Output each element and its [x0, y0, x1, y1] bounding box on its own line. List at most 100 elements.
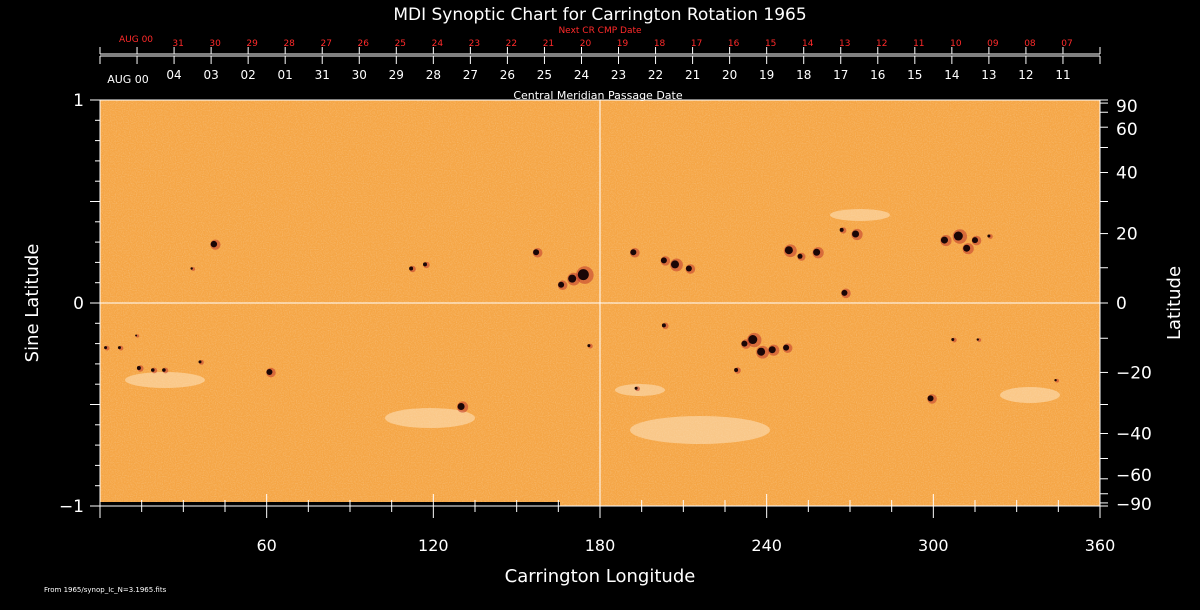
cmp-date: 28 — [426, 68, 441, 82]
sunspot — [852, 230, 860, 238]
sunspot — [660, 257, 667, 264]
y-right-tick-label: 20 — [1116, 225, 1138, 245]
cmp-date: 15 — [907, 68, 922, 82]
sunspot — [577, 269, 589, 281]
y-right-tick-label: 0 — [1116, 294, 1127, 314]
sunspot — [409, 266, 414, 271]
sunspot — [661, 323, 666, 328]
next-cr-month-label: AUG 00 — [119, 35, 153, 45]
y-axis-left: 1 0 −1 — [59, 91, 100, 517]
cmp-date: 01 — [278, 68, 293, 82]
bottom-data-gap — [100, 502, 560, 506]
x-tick-label: 60 — [256, 536, 276, 555]
cmp-date: 30 — [352, 68, 367, 82]
sunspot — [568, 274, 577, 283]
sunspot — [987, 234, 991, 238]
next-cr-date: 29 — [246, 39, 258, 49]
sunspot — [136, 365, 141, 370]
x-tick-label: 120 — [418, 536, 449, 555]
sunspot — [150, 368, 155, 372]
x-axis: 60 120 180 240 300 360 — [99, 494, 1116, 555]
sunspot — [972, 237, 978, 244]
sunspot — [671, 260, 679, 269]
sunspot — [457, 403, 465, 411]
cmp-date: 23 — [611, 68, 626, 82]
y-right-tick-label: 90 — [1116, 97, 1138, 117]
sunspot — [210, 240, 218, 248]
y-left-tick-label: 1 — [73, 91, 84, 111]
cmp-date: 24 — [574, 68, 589, 82]
chart-title: MDI Synoptic Chart for Carrington Rotati… — [393, 5, 806, 25]
next-cr-date: 20 — [580, 39, 592, 49]
cmp-date: 21 — [685, 68, 700, 82]
next-cr-date: 24 — [432, 39, 444, 49]
sunspot — [198, 360, 202, 364]
sunspot — [558, 281, 565, 288]
sunspot — [190, 267, 193, 270]
x-tick-label: 360 — [1085, 536, 1116, 555]
y-axis-right-label: Latitude — [1164, 266, 1185, 340]
cmp-date: 22 — [648, 68, 663, 82]
next-cr-date: 18 — [654, 39, 666, 49]
x-tick-label: 180 — [585, 536, 616, 555]
cmp-date: 03 — [203, 68, 218, 82]
sunspot — [533, 249, 540, 256]
x-axis-label: Carrington Longitude — [505, 566, 696, 587]
sunspot — [162, 368, 166, 372]
y-left-tick-label: 0 — [73, 294, 84, 314]
next-cr-date: 15 — [765, 39, 776, 49]
y-right-tick-label: 40 — [1116, 164, 1138, 184]
y-right-tick-label: −40 — [1116, 424, 1152, 444]
sunspot — [741, 340, 748, 347]
sunspot — [757, 347, 766, 356]
cmp-date: 14 — [944, 68, 959, 82]
cmp-date: 17 — [833, 68, 848, 82]
sunspot — [630, 249, 637, 256]
sunspot — [423, 262, 427, 267]
sunspot — [117, 346, 121, 350]
sunspot — [685, 265, 692, 272]
next-cr-date: 08 — [1024, 39, 1036, 49]
cmp-date: 02 — [241, 68, 256, 82]
sunspot — [104, 346, 108, 350]
y-right-tick-label: −60 — [1116, 466, 1152, 486]
cmp-date-axis: 31 30 29 28 27 26 25 24 23 22 21 20 19 18 17 16 15 14 13 12… — [99, 39, 1101, 82]
sunspot — [784, 246, 793, 255]
cmp-date: 12 — [1018, 68, 1033, 82]
sunspot — [953, 231, 963, 241]
y-right-tick-label: 60 — [1116, 120, 1138, 140]
cmp-date: 13 — [981, 68, 996, 82]
x-tick-label: 300 — [918, 536, 949, 555]
cmp-date: 31 — [315, 68, 330, 82]
next-cr-date: 10 — [950, 39, 962, 49]
cmp-date: 20 — [722, 68, 737, 82]
cmp-date: 11 — [1055, 68, 1070, 82]
sunspot — [266, 369, 273, 376]
next-cr-date: 31 — [172, 39, 183, 49]
plage-regions — [125, 209, 1060, 444]
sunspot — [841, 289, 848, 296]
cmp-date: 25 — [537, 68, 552, 82]
sunspot-layer — [104, 227, 1059, 413]
next-cr-date: 11 — [913, 39, 924, 49]
y-axis-left-label: Sine Latitude — [22, 244, 43, 363]
next-cr-date: 25 — [395, 39, 406, 49]
next-cr-date: 28 — [283, 39, 295, 49]
cmp-axis-label: Central Meridian Passage Date — [513, 89, 682, 102]
y-right-tick-label: −20 — [1116, 363, 1152, 383]
cmp-month-label: AUG 00 — [107, 73, 149, 86]
sunspot — [951, 338, 955, 342]
sunspot — [797, 253, 803, 259]
cmp-date: 18 — [796, 68, 811, 82]
cmp-date: 16 — [870, 68, 885, 82]
sunspot — [135, 334, 138, 337]
next-cr-date: 12 — [876, 39, 887, 49]
next-cr-date: 07 — [1061, 39, 1072, 49]
sunspot — [976, 338, 979, 341]
next-cr-date: 17 — [691, 39, 702, 49]
y-axis-right: 90 60 40 20 0 −20 −40 −60 −90 — [1100, 97, 1152, 515]
next-cr-date: 22 — [506, 39, 517, 49]
cmp-date: 27 — [463, 68, 478, 82]
cmp-date: 19 — [759, 68, 774, 82]
